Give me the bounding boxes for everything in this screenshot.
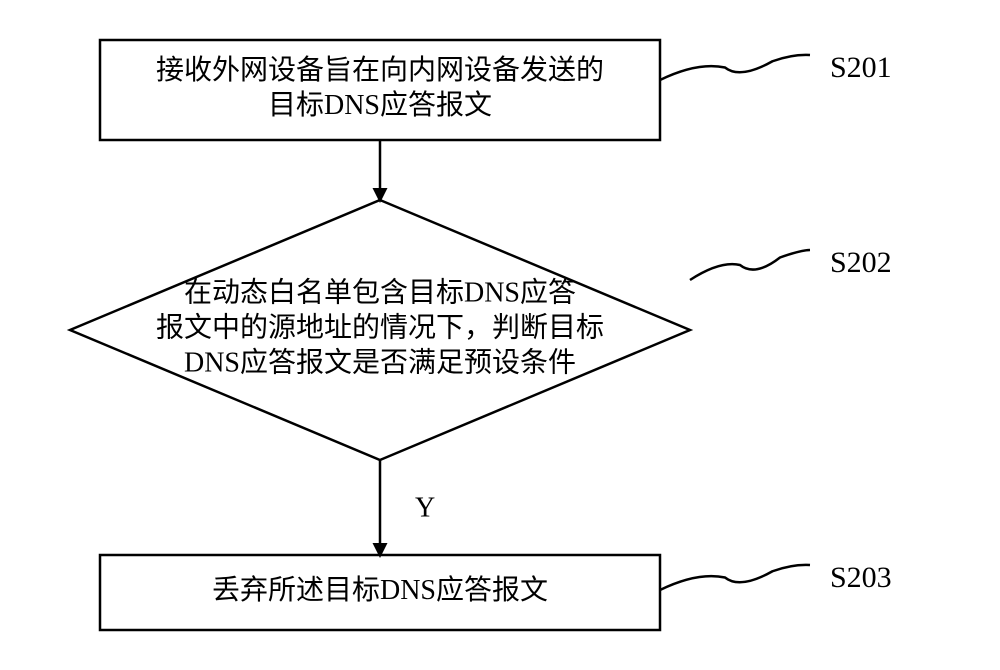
step-label: S201 bbox=[830, 51, 892, 84]
label-connector bbox=[660, 565, 810, 590]
node-text-line: 目标DNS应答报文 bbox=[268, 89, 492, 121]
branch-label: Y bbox=[415, 492, 435, 523]
step-label: S202 bbox=[830, 246, 892, 279]
label-connector bbox=[660, 55, 810, 80]
node-text-line: 在动态白名单包含目标DNS应答 bbox=[184, 276, 576, 308]
step-label: S203 bbox=[830, 561, 892, 594]
node-text-line: 接收外网设备旨在向内网设备发送的 bbox=[156, 54, 604, 86]
flow-node-s201: 接收外网设备旨在向内网设备发送的目标DNS应答报文 S201 bbox=[100, 40, 892, 140]
node-text-line: DNS应答报文是否满足预设条件 bbox=[184, 346, 576, 378]
node-text-line: 丢弃所述目标DNS应答报文 bbox=[212, 574, 548, 606]
label-connector bbox=[690, 250, 810, 280]
flow-node-s202: 在动态白名单包含目标DNS应答报文中的源地址的情况下，判断目标DNS应答报文是否… bbox=[70, 200, 892, 460]
node-text-line: 报文中的源地址的情况下，判断目标 bbox=[156, 311, 604, 343]
flow-node-s203: 丢弃所述目标DNS应答报文 S203 bbox=[100, 555, 892, 630]
